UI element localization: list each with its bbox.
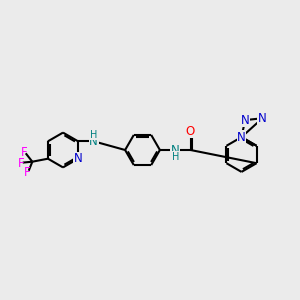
Text: H: H bbox=[172, 152, 179, 162]
Text: N: N bbox=[241, 114, 250, 127]
Text: O: O bbox=[186, 124, 195, 138]
Text: F: F bbox=[18, 157, 24, 170]
Text: N: N bbox=[89, 135, 98, 148]
Text: N: N bbox=[258, 112, 267, 125]
Text: N: N bbox=[74, 152, 82, 165]
Text: F: F bbox=[24, 166, 30, 179]
Text: N: N bbox=[237, 130, 246, 144]
Text: H: H bbox=[90, 130, 98, 140]
Text: N: N bbox=[170, 143, 179, 157]
Text: F: F bbox=[21, 146, 27, 159]
Text: N: N bbox=[237, 130, 246, 144]
